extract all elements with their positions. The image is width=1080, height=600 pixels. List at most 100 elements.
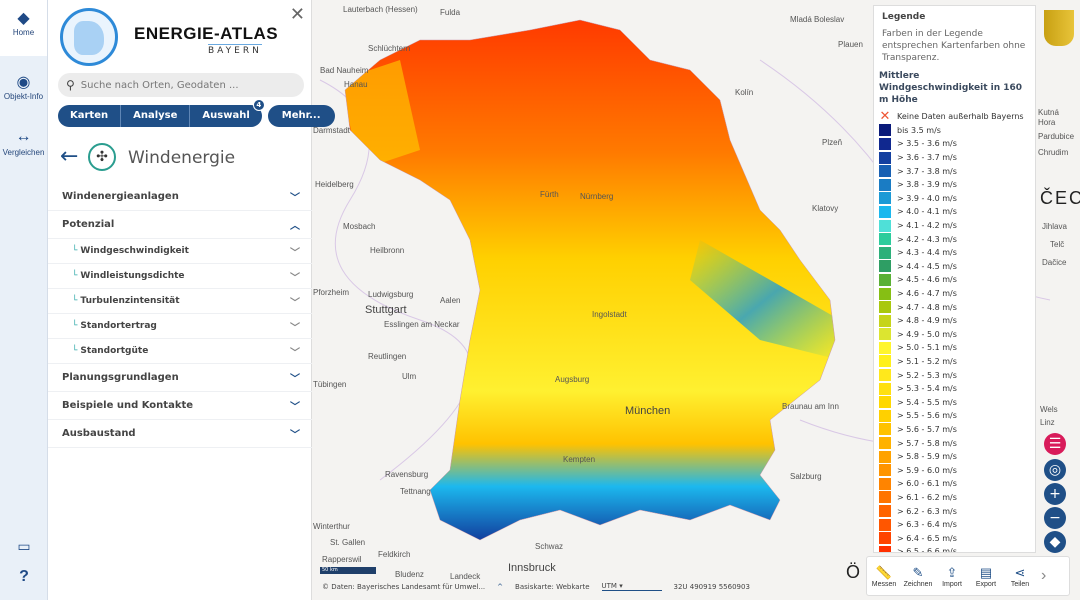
tool-export[interactable]: ▤ Export [969, 565, 1003, 588]
crs-select[interactable]: UTM ▾ [601, 582, 662, 591]
map-place-label: Tettnang [400, 487, 431, 496]
legend-swatch [879, 369, 891, 382]
legend-item: > 3.6 - 3.7 m/s [879, 151, 1030, 165]
section-0[interactable]: Windenergieanlagen ﹀ [48, 183, 312, 211]
section-3[interactable]: Beispiele und Kontakte ﹀ [48, 392, 312, 420]
legend-item: > 6.1 - 6.2 m/s [879, 491, 1030, 505]
map-place-label: Kempten [563, 455, 596, 464]
status-bar: © Daten: Bayerisches Landesamt für Umwel… [322, 582, 750, 591]
chevron-down-icon: ﹀ [290, 297, 300, 309]
tab-analyse[interactable]: Analyse [121, 105, 191, 127]
chevron-down-icon: ﹀ [290, 322, 300, 334]
legend-item: > 4.6 - 4.7 m/s [879, 287, 1030, 301]
legend-item: > 6.2 - 6.3 m/s [879, 504, 1030, 518]
close-icon[interactable]: ✕ [289, 4, 305, 25]
legend-item-nodata: ✕ Keine Daten außerhalb Bayerns [879, 109, 1024, 125]
home-extent-button[interactable]: ◆ [1044, 531, 1066, 553]
legend-item: > 5.4 - 5.5 m/s [879, 395, 1030, 409]
compare-icon: ↔ [15, 128, 32, 145]
legend-item: > 3.8 - 3.9 m/s [879, 178, 1030, 192]
tree-branch-icon: └ [72, 321, 78, 331]
section-4[interactable]: Ausbaustand ﹀ [48, 420, 312, 448]
legend-swatch [879, 437, 891, 450]
rail-home[interactable]: ◆ Home [0, 0, 47, 56]
tool-import[interactable]: ⇪ Import [935, 565, 969, 588]
page-title: Windenergie [128, 148, 236, 168]
search-icon: ⚲ [66, 78, 75, 92]
tool-teilen[interactable]: ⋖ Teilen [1003, 565, 1037, 588]
zoom-out-button[interactable]: − [1044, 507, 1066, 529]
subsection-item[interactable]: └ Windgeschwindigkeit ﹀ [48, 239, 312, 264]
legend-panel[interactable]: Legende Farben in der Legende entspreche… [873, 5, 1036, 553]
chevron-down-icon: ﹀ [290, 272, 300, 284]
map-place-label: Plauen [838, 40, 863, 49]
map-place-label: Esslingen am Neckar [384, 320, 460, 329]
map-place-label: Fulda [440, 8, 461, 17]
locate-button[interactable]: ◎ [1044, 459, 1066, 481]
tree-branch-icon: └ [72, 271, 78, 281]
subsection-item[interactable]: └ Standortgüte ﹀ [48, 339, 312, 364]
tool-zeichnen[interactable]: ✎ Zeichnen [901, 565, 935, 588]
map-place-label: Kolín [735, 88, 754, 97]
more-button[interactable]: Mehr... [267, 105, 335, 127]
map-place-label: Heidelberg [315, 180, 354, 189]
subsection-item[interactable]: └ Turbulenzintensität ﹀ [48, 289, 312, 314]
tab-auswahl[interactable]: Auswahl 4 [190, 99, 265, 127]
map-place-label: Ravensburg [385, 470, 429, 479]
map-place-label: Nürnberg [580, 192, 614, 201]
legend-swatch [879, 491, 891, 504]
legend-swatch [879, 505, 891, 518]
legend-swatch [879, 260, 891, 273]
chat-icon[interactable]: ▭ [17, 538, 31, 554]
scale-bar: 50 km [320, 567, 376, 574]
legend-swatch [879, 382, 891, 395]
zoom-in-button[interactable]: + [1044, 483, 1066, 505]
auswahl-count-badge: 4 [252, 99, 265, 111]
map-place-label: Landeck [450, 572, 481, 581]
chevron-up-icon[interactable]: ^ [497, 582, 504, 591]
legend-swatch [879, 178, 891, 191]
logo-bavaria-map [60, 8, 118, 66]
legend-swatch [879, 409, 891, 422]
section-list: Windenergieanlagen ﹀ Potenzial ︿ └ Windgeschw… [48, 183, 312, 448]
legend-swatch [879, 287, 891, 300]
legend-item: > 5.2 - 5.3 m/s [879, 368, 1030, 382]
map-place-label: Schlüchtern [368, 44, 411, 53]
back-arrow-icon[interactable]: ← [60, 144, 79, 169]
map-place-label: Aalen [440, 296, 461, 305]
legend-item: > 4.4 - 4.5 m/s [879, 260, 1030, 274]
tool-messen[interactable]: 📏 Messen [867, 565, 901, 588]
map-place-label: Bludenz [395, 570, 424, 579]
legend-item: bis 3.5 m/s [879, 124, 1030, 138]
legend-item: > 3.9 - 4.0 m/s [879, 192, 1030, 206]
map-place-label: Jihlava [1042, 222, 1067, 231]
legend-item: > 4.8 - 4.9 m/s [879, 314, 1030, 328]
data-credit[interactable]: © Daten: Bayerisches Landesamt für Umwel… [322, 582, 486, 591]
map-place-label: Dačice [1042, 258, 1067, 267]
legend-item: > 4.1 - 4.2 m/s [879, 219, 1030, 233]
map-place-label: München [625, 405, 671, 417]
map-place-label: Pardubice [1038, 132, 1075, 141]
map-place-label: Salzburg [790, 472, 822, 481]
legend-swatch [879, 233, 891, 246]
map-place-label: Innsbruck [508, 562, 556, 574]
side-panel: ENERGIE-ATLAS BAYERN ✕ ⚲ Suche nach Orten… [48, 0, 335, 600]
subsection-item[interactable]: └ Standortertrag ﹀ [48, 314, 312, 339]
section-1[interactable]: Potenzial ︿ [48, 211, 312, 239]
map-place-label: Plzeň [822, 138, 843, 147]
chevron-right-icon[interactable]: › [1041, 567, 1047, 584]
subsection-item[interactable]: └ Windleistungsdichte ﹀ [48, 264, 312, 289]
help-icon[interactable]: ? [19, 568, 29, 585]
search-input[interactable]: ⚲ Suche nach Orten, Geodaten ... [58, 73, 304, 97]
legend-list-button[interactable]: ☰ [1044, 433, 1066, 455]
rail-objekt-info[interactable]: ◉ Objekt-Info [3, 74, 44, 101]
legend-swatch [879, 273, 891, 286]
legend-swatch [879, 137, 891, 150]
section-2[interactable]: Planungsgrundlagen ﹀ [48, 364, 312, 392]
tab-karten[interactable]: Karten [58, 105, 122, 127]
legend-swatch [879, 355, 891, 368]
legend-note: Farben in der Legende entsprechen Karten… [882, 29, 1026, 63]
rail-vergleichen[interactable]: ↔ Vergleichen [2, 128, 45, 157]
chevron-down-icon: ﹀ [290, 430, 300, 441]
map-place-label: Reutlingen [368, 352, 407, 361]
